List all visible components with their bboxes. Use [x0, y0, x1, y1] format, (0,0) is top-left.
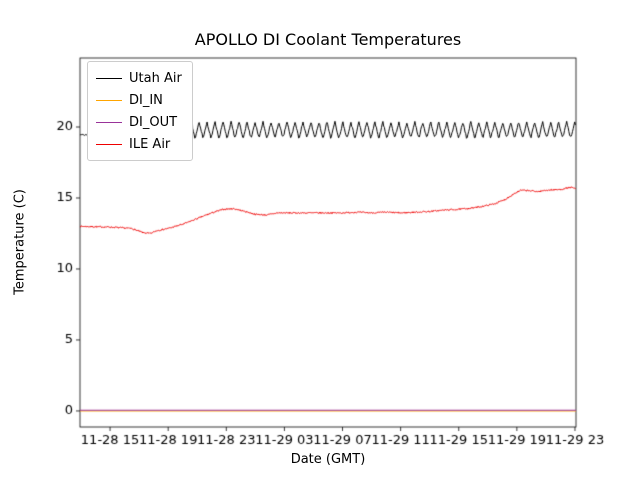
legend: Utah Air DI_IN DI_OUT ILE Air — [87, 61, 193, 161]
legend-item-di-in: DI_IN — [96, 89, 182, 111]
legend-label-ile-air: ILE Air — [129, 136, 171, 152]
legend-item-ile-air: ILE Air — [96, 133, 182, 155]
y-axis-label: Temperature (C) — [12, 189, 28, 295]
legend-label-di-out: DI_OUT — [129, 114, 178, 130]
chart-title: APOLLO DI Coolant Temperatures — [194, 30, 462, 49]
legend-label-di-in: DI_IN — [129, 92, 163, 108]
x-axis-label: Date (GMT) — [290, 452, 366, 467]
legend-label-utah-air: Utah Air — [129, 70, 182, 86]
di-out-line-swatch-icon — [96, 121, 122, 123]
legend-item-di-out: DI_OUT — [96, 111, 182, 133]
ile-air-line-swatch-icon — [96, 143, 122, 145]
legend-item-utah-air: Utah Air — [96, 67, 182, 89]
di-in-line-swatch-icon — [96, 99, 122, 101]
utah-air-line-swatch-icon — [96, 77, 122, 79]
